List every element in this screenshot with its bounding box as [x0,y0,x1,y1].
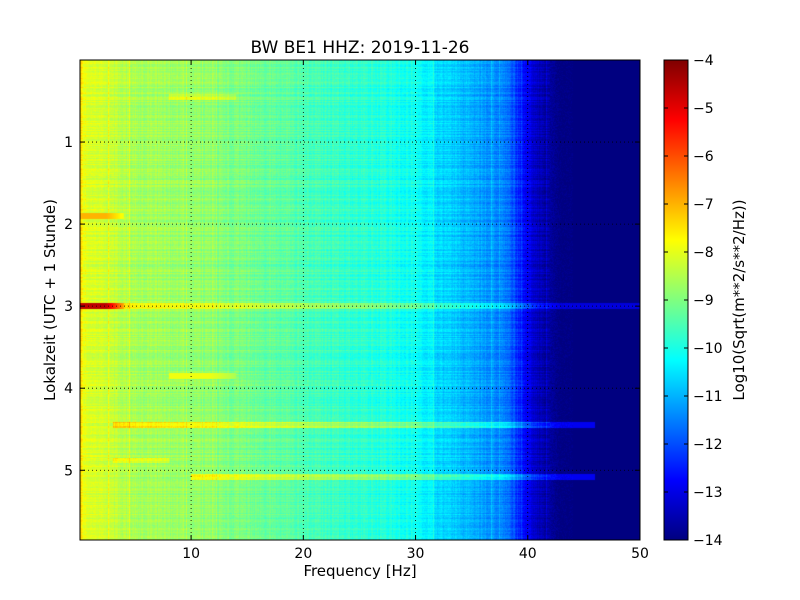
colorbar-tick-label: −6 [693,149,714,165]
x-tick-label: 50 [631,546,649,562]
colorbar: −4 −5 −6 −7 −8 −9 −10 −11 −12 −13 −14 Log10(Sqrt(m… [663,53,748,549]
colorbar-tick-label: −12 [693,437,723,453]
y-axis-ticks: 1 2 3 4 5 [64,135,640,479]
colorbar-tick-label: −5 [693,101,714,117]
colorbar-tick-label: −7 [693,197,714,213]
y-tick-label: 2 [64,217,73,233]
x-axis-ticks: 10 20 30 40 50 [182,60,649,562]
heatmap-image [80,60,640,540]
grid-lines [80,60,641,540]
y-tick-label: 4 [64,381,73,397]
x-axis-label: Frequency [Hz] [303,562,416,580]
colorbar-tick-label: −14 [693,533,723,549]
x-tick-label: 30 [407,546,425,562]
chart-title: BW BE1 HHZ: 2019-11-26 [250,38,469,58]
plot-area: 10 20 30 40 50 1 2 3 4 5 [64,59,649,562]
x-tick-label: 40 [519,546,537,562]
y-tick-label: 3 [64,299,73,315]
y-tick-label: 1 [64,135,73,151]
colorbar-tick-label: −4 [693,53,714,69]
colorbar-ticks: −4 −5 −6 −7 −8 −9 −10 −11 −12 −13 −14 [664,53,723,549]
colorbar-tick-label: −13 [693,485,723,501]
colorbar-tick-label: −10 [693,341,723,357]
colorbar-tick-label: −9 [693,293,714,309]
colorbar-label: Log10(Sqrt(m**2/s**2/Hz)) [730,199,748,400]
colorbar-tick-label: −8 [693,245,714,261]
y-tick-label: 5 [64,463,73,479]
plot-frame [79,59,641,541]
x-tick-label: 10 [182,546,200,562]
y-axis-label: Lokalzeit (UTC + 1 Stunde) [41,199,59,401]
x-tick-label: 20 [294,546,312,562]
colorbar-tick-label: −11 [693,389,723,405]
